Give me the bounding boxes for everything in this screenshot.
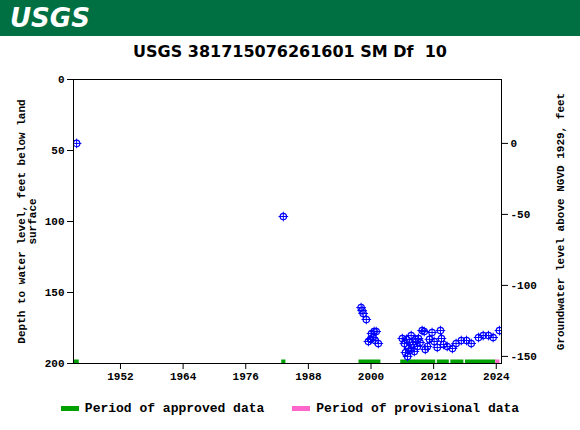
svg-text:1964: 1964 bbox=[170, 371, 197, 383]
svg-text:1988: 1988 bbox=[295, 371, 322, 383]
html-text:Period of approved data: Period of approved data bbox=[84, 401, 265, 416]
svg-text:50: 50 bbox=[51, 145, 64, 157]
html-text:Period of provisional data: Period of provisional data bbox=[316, 401, 520, 416]
svg-text:1976: 1976 bbox=[233, 371, 259, 383]
svg-text:1952: 1952 bbox=[107, 371, 133, 383]
svg-text:-150: -150 bbox=[511, 351, 537, 363]
svg-text:2000: 2000 bbox=[358, 371, 384, 383]
svg-text:Depth to water level, feet bel: Depth to water level, feet below landsur… bbox=[16, 99, 39, 343]
svg-text:Groundwater level above NGVD 1: Groundwater level above NGVD 1929, feet bbox=[555, 93, 567, 350]
svg-text:-50: -50 bbox=[511, 209, 531, 221]
svg-text:-100: -100 bbox=[511, 280, 537, 292]
html-text:USGS 381715076261601 SM Df 10: USGS 381715076261601 SM Df 10 bbox=[133, 42, 447, 61]
svg-text:2012: 2012 bbox=[420, 371, 446, 383]
html-text:USGS: USGS bbox=[10, 3, 90, 33]
svg-text:150: 150 bbox=[45, 287, 65, 299]
svg-text:0: 0 bbox=[58, 74, 65, 86]
svg-text:0: 0 bbox=[511, 138, 518, 150]
svg-text:200: 200 bbox=[45, 358, 65, 370]
svg-text:100: 100 bbox=[45, 216, 65, 228]
svg-text:2024: 2024 bbox=[483, 371, 510, 383]
